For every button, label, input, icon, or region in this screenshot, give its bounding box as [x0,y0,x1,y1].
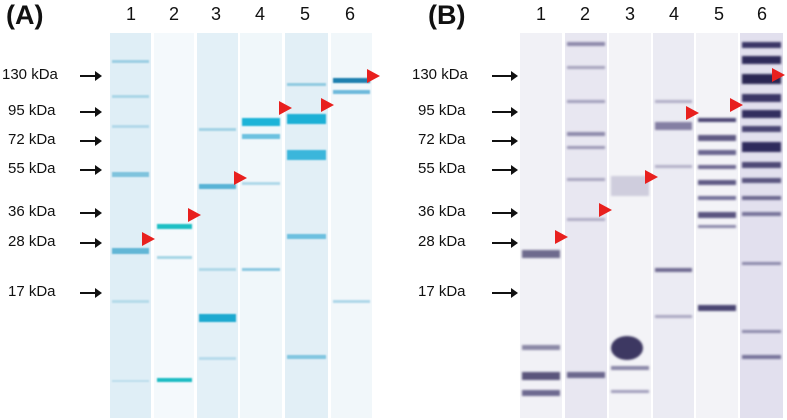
panel-b-marker-36: 36 kDa [418,203,466,220]
panel-b-marker-72: 72 kDa [418,131,466,148]
panel-b-lane-1: 1 [535,4,546,24]
panel-b-marker-28: 28 kDa [418,233,466,250]
panel-b-arrow-17 [492,288,518,298]
panel-a-marker-17: 17 kDa [8,283,56,300]
panel-b-lane-strip-6 [740,33,783,418]
panel-a-lane-4: 4 [254,4,265,24]
panel-a-marker-130: 130 kDa [2,66,58,83]
panel-b-lane-2: 2 [579,4,590,24]
panel-a-label: (A) [6,0,44,30]
panel-a-arrow-130 [80,71,102,81]
panel-a-lane-strip-4 [240,33,282,418]
panel-b-highlight-lane-1 [555,230,568,244]
panel-b-label: (B) [428,0,466,30]
panel-b-arrow-55 [492,165,518,175]
panel-a-marker-72: 72 kDa [8,131,56,148]
panel-a-highlight-lane-2 [188,208,201,222]
panel-b-arrow-95 [492,107,518,117]
panel-a-arrow-72 [80,136,102,146]
panel-a-highlight-lane-5 [321,98,334,112]
panel-b-lane-strip-2 [565,33,607,418]
panel-b-highlight-lane-4 [686,106,699,120]
panel-a-highlight-lane-4 [279,101,292,115]
panel-a-bands [112,60,370,382]
panel-a-arrow-55 [80,165,102,175]
panel-a-lane-3: 3 [210,4,221,24]
panel-a-highlight-lane-6 [367,69,380,83]
panel-a-highlight-lane-3 [234,171,247,185]
panel-a-highlight-markers [142,69,380,246]
panel-b-lane-strip-1 [520,33,562,418]
panel-b-highlight-lane-2 [599,203,612,217]
panel-b-lane-strip-4 [653,33,694,418]
panel-b-arrow-36 [492,208,518,218]
panel-a-lane-strip-1 [110,33,151,418]
panel-b-marker-130: 130 kDa [412,66,468,83]
panel-b-arrow-72 [492,136,518,146]
panel-a-lane-strip-3 [197,33,238,418]
panel-b-lane-6: 6 [756,4,767,24]
panel-b-lane-3: 3 [624,4,635,24]
panel-b-marker-17: 17 kDa [418,283,466,300]
panel-a-lane-1: 1 [125,4,136,24]
panel-a-lanes [110,33,372,418]
panel-a-marker-28: 28 kDa [8,233,56,250]
panel-b-marker-95: 95 kDa [418,102,466,119]
panel-b-highlight-lane-6 [772,68,785,82]
panel-a-lane-strip-6 [331,33,372,418]
panel-a-marker-95: 95 kDa [8,102,56,119]
panel-a-arrow-28 [80,238,102,248]
panel-a-lane-5: 5 [299,4,310,24]
panel-b-lane-4: 4 [668,4,679,24]
panel-a-arrow-17 [80,288,102,298]
panel-a-arrow-95 [80,107,102,117]
panel-b-lanes [520,33,783,418]
panel-b-highlight-lane-5 [730,98,743,112]
panel-a-arrow-36 [80,208,102,218]
panel-a-highlight-lane-1 [142,232,155,246]
panel-a-marker-36: 36 kDa [8,203,56,220]
panel-a-lane-6: 6 [344,4,355,24]
panel-b-bands [522,42,781,396]
panel-b-marker-55: 55 kDa [418,160,466,177]
panel-a-lane-2: 2 [168,4,179,24]
panel-b-lane-5: 5 [713,4,724,24]
panel-b-highlight-lane-3 [645,170,658,184]
panel-b-arrow-28 [492,238,518,248]
panel-b-arrow-130 [492,71,518,81]
panel-b-highlight-markers [555,68,785,244]
panel-b-lane-strip-3 [609,33,651,418]
panel-a-marker-55: 55 kDa [8,160,56,177]
panel-a-lane-strip-5 [285,33,328,418]
